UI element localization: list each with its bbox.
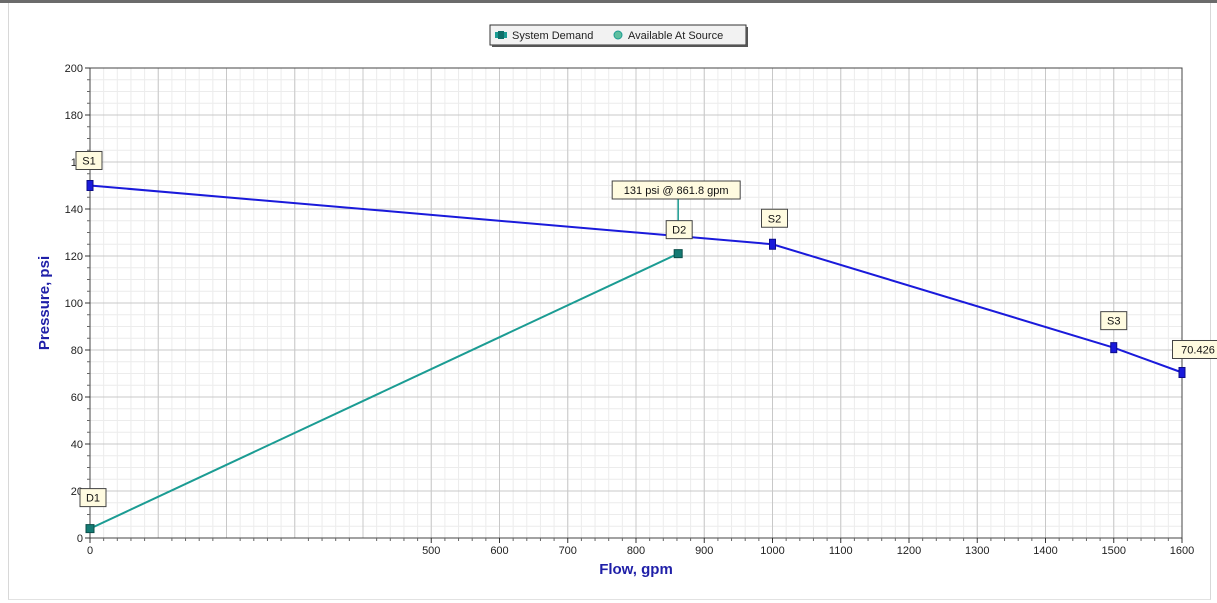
legend-shadow-bottom [492,45,748,47]
x-tick-label: 1600 [1170,545,1194,557]
point-label-s3-box [1100,311,1128,331]
available-at-source-point[interactable] [769,238,776,250]
x-tick-label: 1500 [1102,545,1126,557]
x-tick-label: 1300 [965,545,989,557]
available-at-source-point[interactable] [1110,342,1118,354]
point-label-s2-text: S2 [768,213,781,225]
chart-frame [8,3,1211,600]
point-label-s1-text: S1 [82,156,95,168]
x-tick-label: 500 [422,545,440,557]
y-tick-label: 100 [65,298,83,310]
x-tick-label: 700 [559,545,577,557]
legend-system-demand-marker [498,31,504,39]
point-label-d2-text: D2 [672,225,686,237]
y-tick-label: 140 [65,204,83,216]
x-tick-label: 1100 [829,545,853,557]
annotation-callout-text: 131 psi @ 861.8 gpm [624,185,729,197]
y-tick-label: 40 [71,439,83,451]
legend-shadow [746,27,748,47]
system-demand-point[interactable] [85,524,95,534]
available-at-source-line [89,184,1183,374]
point-label-d1-text: D1 [86,493,100,505]
available-at-source-point[interactable] [86,180,94,191]
y-axis-title: Pressure, psi [36,256,53,350]
legend-system-demand-label: System Demand [512,30,593,42]
y-tick-label: 0 [77,533,83,545]
series-layer [85,180,1186,534]
point-label-s2-box [761,208,788,228]
top-border [0,0,1217,3]
y-tick-label: 200 [65,63,83,75]
x-tick-label: 1200 [897,545,921,557]
system-demand-line [89,252,679,530]
system-demand-point[interactable] [673,249,683,259]
x-tick-label: 800 [627,545,645,557]
legend: System Demand Available At Source [489,24,748,47]
legend-available-label: Available At Source [628,30,723,42]
annotation-callout-box [611,180,741,200]
point-label-70426-text: 70.426 [1181,344,1215,356]
available-at-source-point[interactable] [1178,366,1186,378]
label-layer: 131 psi @ 861.8 gpm D1 D2 S1 S2 S3 70.426 [75,151,1217,508]
x-tick-label: 1000 [760,545,784,557]
point-label-70426-box [1172,339,1217,359]
point-label-s3-text: S3 [1107,316,1120,328]
legend-available-marker [613,30,623,40]
y-tick-label: 120 [65,251,83,263]
y-tick-label: 60 [71,392,83,404]
y-tick-label: 80 [71,345,83,357]
point-label-s1-box [75,151,103,170]
x-axis-title: Flow, gpm [599,561,673,578]
y-tick-label: 180 [65,110,83,122]
x-tick-label: 1400 [1033,545,1057,557]
point-label-d1-box [79,488,107,508]
point-label-d2-box [665,220,693,240]
x-tick-label: 600 [490,545,508,557]
x-tick-label: 900 [695,545,713,557]
x-tick-label: 0 [87,545,93,557]
